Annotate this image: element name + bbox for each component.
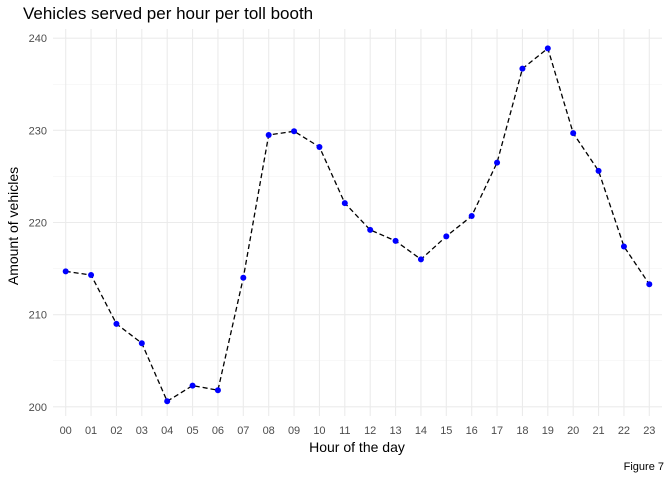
x-tick-label: 02 xyxy=(110,425,122,437)
grid xyxy=(53,29,662,416)
data-point xyxy=(595,167,602,174)
data-point xyxy=(519,65,526,72)
y-axis-label: Amount of vehicles xyxy=(5,167,21,285)
x-tick-label: 12 xyxy=(364,425,376,437)
figure-caption: Figure 7 xyxy=(624,461,664,473)
x-tick-label: 00 xyxy=(60,425,72,437)
data-point xyxy=(544,45,551,52)
data-point xyxy=(646,281,653,288)
data-point xyxy=(62,268,69,275)
y-tick-label: 230 xyxy=(29,125,47,137)
x-tick-label: 14 xyxy=(415,425,427,437)
x-tick-label: 07 xyxy=(237,425,249,437)
data-point xyxy=(570,130,577,137)
data-point xyxy=(164,398,171,405)
x-tick-label: 17 xyxy=(491,425,503,437)
data-point xyxy=(620,243,627,250)
y-axis-ticks: 200 210 220 230 240 xyxy=(29,33,47,414)
data-point xyxy=(341,200,348,207)
data-point xyxy=(443,233,450,240)
x-tick-label: 06 xyxy=(212,425,224,437)
x-tick-label: 01 xyxy=(85,425,97,437)
data-point xyxy=(189,382,196,389)
x-tick-label: 19 xyxy=(542,425,554,437)
x-tick-label: 13 xyxy=(389,425,401,437)
y-tick-label: 240 xyxy=(29,33,47,45)
x-tick-label: 18 xyxy=(516,425,528,437)
x-tick-label: 23 xyxy=(643,425,655,437)
data-point xyxy=(88,272,95,279)
x-tick-label: 09 xyxy=(288,425,300,437)
data-point xyxy=(494,159,501,166)
data-point xyxy=(392,237,399,244)
series-line xyxy=(65,47,650,403)
y-tick-label: 220 xyxy=(29,218,47,230)
x-tick-label: 15 xyxy=(440,425,452,437)
x-tick-label: 11 xyxy=(339,425,350,437)
x-axis-label: Hour of the day xyxy=(309,439,405,455)
x-tick-label: 04 xyxy=(161,425,173,437)
data-point xyxy=(417,256,424,263)
y-tick-label: 200 xyxy=(29,402,47,414)
data-point xyxy=(367,226,374,233)
chart-title: Vehicles served per hour per toll booth xyxy=(23,4,313,23)
data-point xyxy=(113,320,120,327)
x-tick-label: 05 xyxy=(186,425,198,437)
x-tick-label: 21 xyxy=(592,425,604,437)
x-tick-label: 22 xyxy=(618,425,630,437)
data-point xyxy=(291,128,298,135)
x-tick-label: 08 xyxy=(263,425,275,437)
data-point xyxy=(316,143,323,150)
x-tick-label: 10 xyxy=(313,425,325,437)
data-point xyxy=(468,213,475,220)
x-tick-label: 20 xyxy=(567,425,579,437)
x-axis-ticks: 00 01 02 03 04 05 06 07 08 09 10 11 12 13 14 15 16 17 18 19… xyxy=(60,425,656,437)
data-point xyxy=(138,340,145,347)
data-points xyxy=(62,45,653,405)
x-tick-label: 16 xyxy=(466,425,478,437)
data-point xyxy=(240,274,247,281)
x-tick-label: 03 xyxy=(136,425,148,437)
data-point xyxy=(214,387,221,394)
data-point xyxy=(265,131,272,138)
y-tick-label: 210 xyxy=(29,310,47,322)
